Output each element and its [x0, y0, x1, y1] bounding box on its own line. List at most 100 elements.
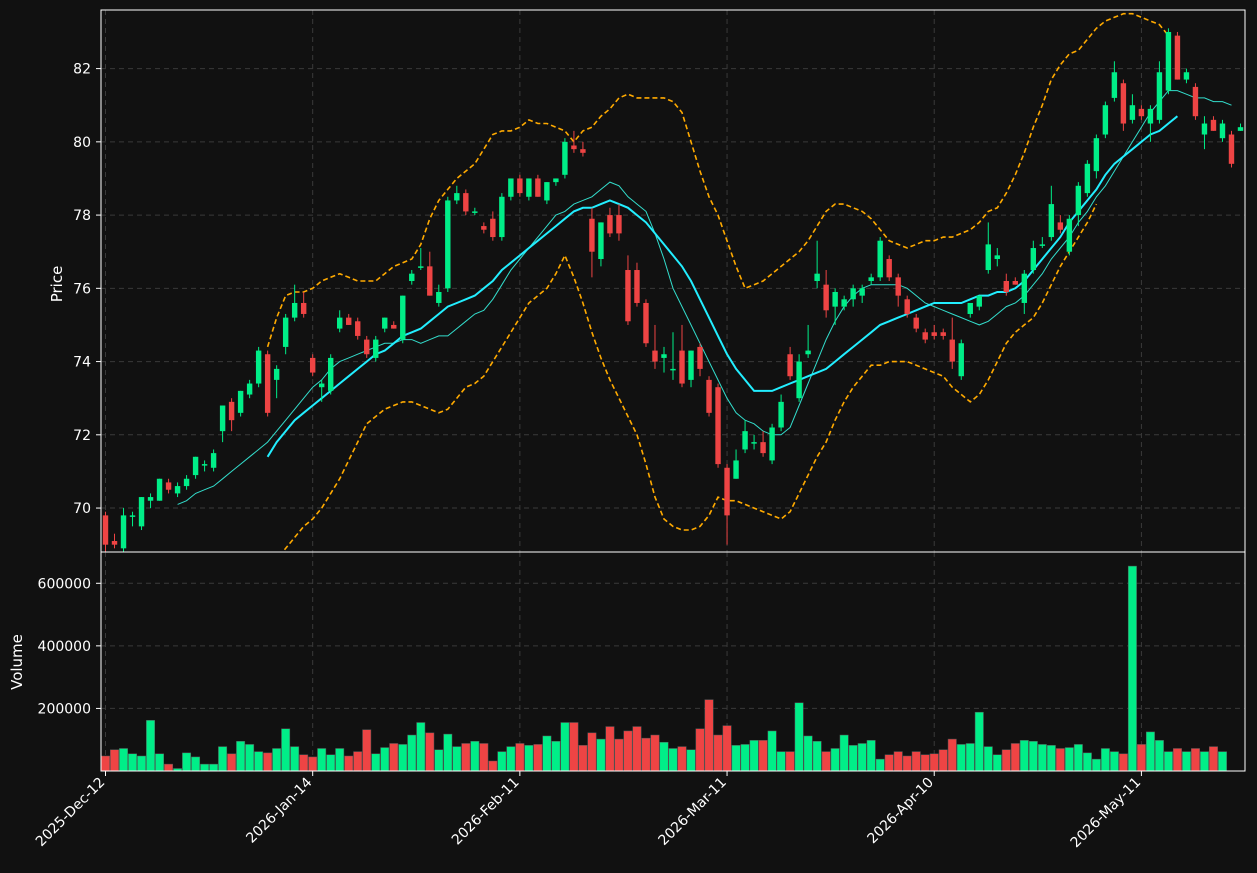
candle-body: [1156, 72, 1163, 120]
volume-bar: [128, 753, 137, 771]
candle-body: [607, 215, 613, 234]
candle: [1003, 273, 1009, 296]
volume-bar: [1028, 741, 1038, 771]
candle-body: [1192, 86, 1199, 117]
candle: [111, 533, 118, 549]
candle: [508, 178, 514, 201]
candle: [1120, 79, 1127, 131]
volume-bar: [416, 722, 426, 771]
candle-body: [1210, 119, 1217, 131]
volume-bar: [1163, 751, 1173, 771]
volume-bar: [452, 746, 462, 771]
volume-bar: [443, 733, 453, 771]
candle-body: [769, 427, 775, 461]
volume-bar: [362, 729, 372, 771]
volume-bar: [587, 732, 597, 771]
volume-bar: [164, 763, 174, 771]
candle-body: [742, 431, 748, 450]
volume-bar: [146, 720, 155, 771]
candle-body: [904, 299, 910, 314]
volume-bar: [1046, 745, 1056, 771]
volume-bar: [1191, 748, 1200, 771]
volume-bar: [1172, 748, 1182, 771]
candle-body: [832, 291, 838, 307]
candle-body: [454, 193, 460, 201]
volume-bar: [227, 753, 237, 771]
candle-body: [868, 277, 874, 281]
volume-bar: [308, 756, 318, 771]
volume-bar: [569, 722, 579, 771]
volume-bar: [947, 738, 957, 771]
candle-body: [634, 270, 640, 303]
candle: [1201, 116, 1208, 150]
candle: [318, 379, 325, 402]
candle: [490, 211, 496, 241]
volume-bar: [848, 745, 858, 771]
volume-bar: [704, 699, 714, 771]
candle-body: [237, 390, 244, 413]
candle: [733, 449, 739, 479]
candle: [454, 185, 460, 205]
candle: [219, 405, 226, 443]
candle: [192, 456, 199, 479]
candle: [940, 328, 946, 340]
candle: [544, 182, 550, 205]
candle-body: [877, 240, 883, 278]
volume-bar: [920, 754, 930, 771]
candle: [670, 332, 676, 380]
volume-bar: [821, 751, 831, 771]
volume-bar: [956, 744, 966, 771]
candle-body: [589, 218, 595, 252]
candle: [1012, 277, 1019, 285]
candle: [418, 248, 424, 271]
candle-body: [273, 368, 280, 380]
price-tick-label: 74: [73, 355, 91, 371]
candle-body: [1228, 134, 1235, 164]
candle: [787, 346, 793, 380]
candle: [553, 178, 559, 186]
volume-bar: [596, 738, 606, 771]
candle: [895, 273, 901, 307]
volume-bar: [524, 745, 534, 771]
candle: [616, 204, 622, 241]
candle: [697, 343, 703, 377]
candle-body: [814, 273, 820, 281]
candle-body: [427, 266, 433, 296]
candle-body: [841, 299, 847, 307]
candle-body: [886, 259, 892, 278]
candle: [1237, 123, 1244, 131]
candle-body: [373, 339, 379, 358]
volume-bar: [281, 728, 291, 771]
volume-bar: [992, 754, 1002, 771]
candle-body: [1066, 218, 1073, 252]
volume-axis-title: Volume: [8, 634, 26, 690]
candle-body: [1120, 83, 1127, 124]
candle-body: [111, 541, 118, 545]
candle: [1210, 116, 1217, 131]
short-moving-average-line: [177, 90, 1232, 505]
candle-body: [508, 178, 514, 197]
volume-bar: [1136, 744, 1146, 771]
candle-body: [481, 226, 487, 230]
volume-bar: [767, 730, 777, 771]
volume-bar: [974, 711, 984, 771]
candle: [715, 383, 721, 468]
candle-body: [805, 350, 811, 355]
candle-body: [499, 196, 505, 238]
candle: [742, 420, 748, 454]
price-tick-label: 78: [73, 208, 91, 224]
candle-body: [400, 295, 406, 340]
volume-bar: [533, 744, 543, 771]
volume-bar: [254, 751, 264, 771]
volume-bar: [398, 744, 408, 771]
candle-body: [183, 478, 190, 487]
candle-body: [1129, 105, 1136, 120]
candle: [427, 251, 433, 296]
candle: [823, 270, 829, 318]
volume-bar: [641, 737, 651, 771]
candle: [841, 295, 847, 311]
candle-body: [823, 284, 829, 311]
candle-body: [364, 339, 370, 355]
volume-bar: [677, 746, 687, 771]
